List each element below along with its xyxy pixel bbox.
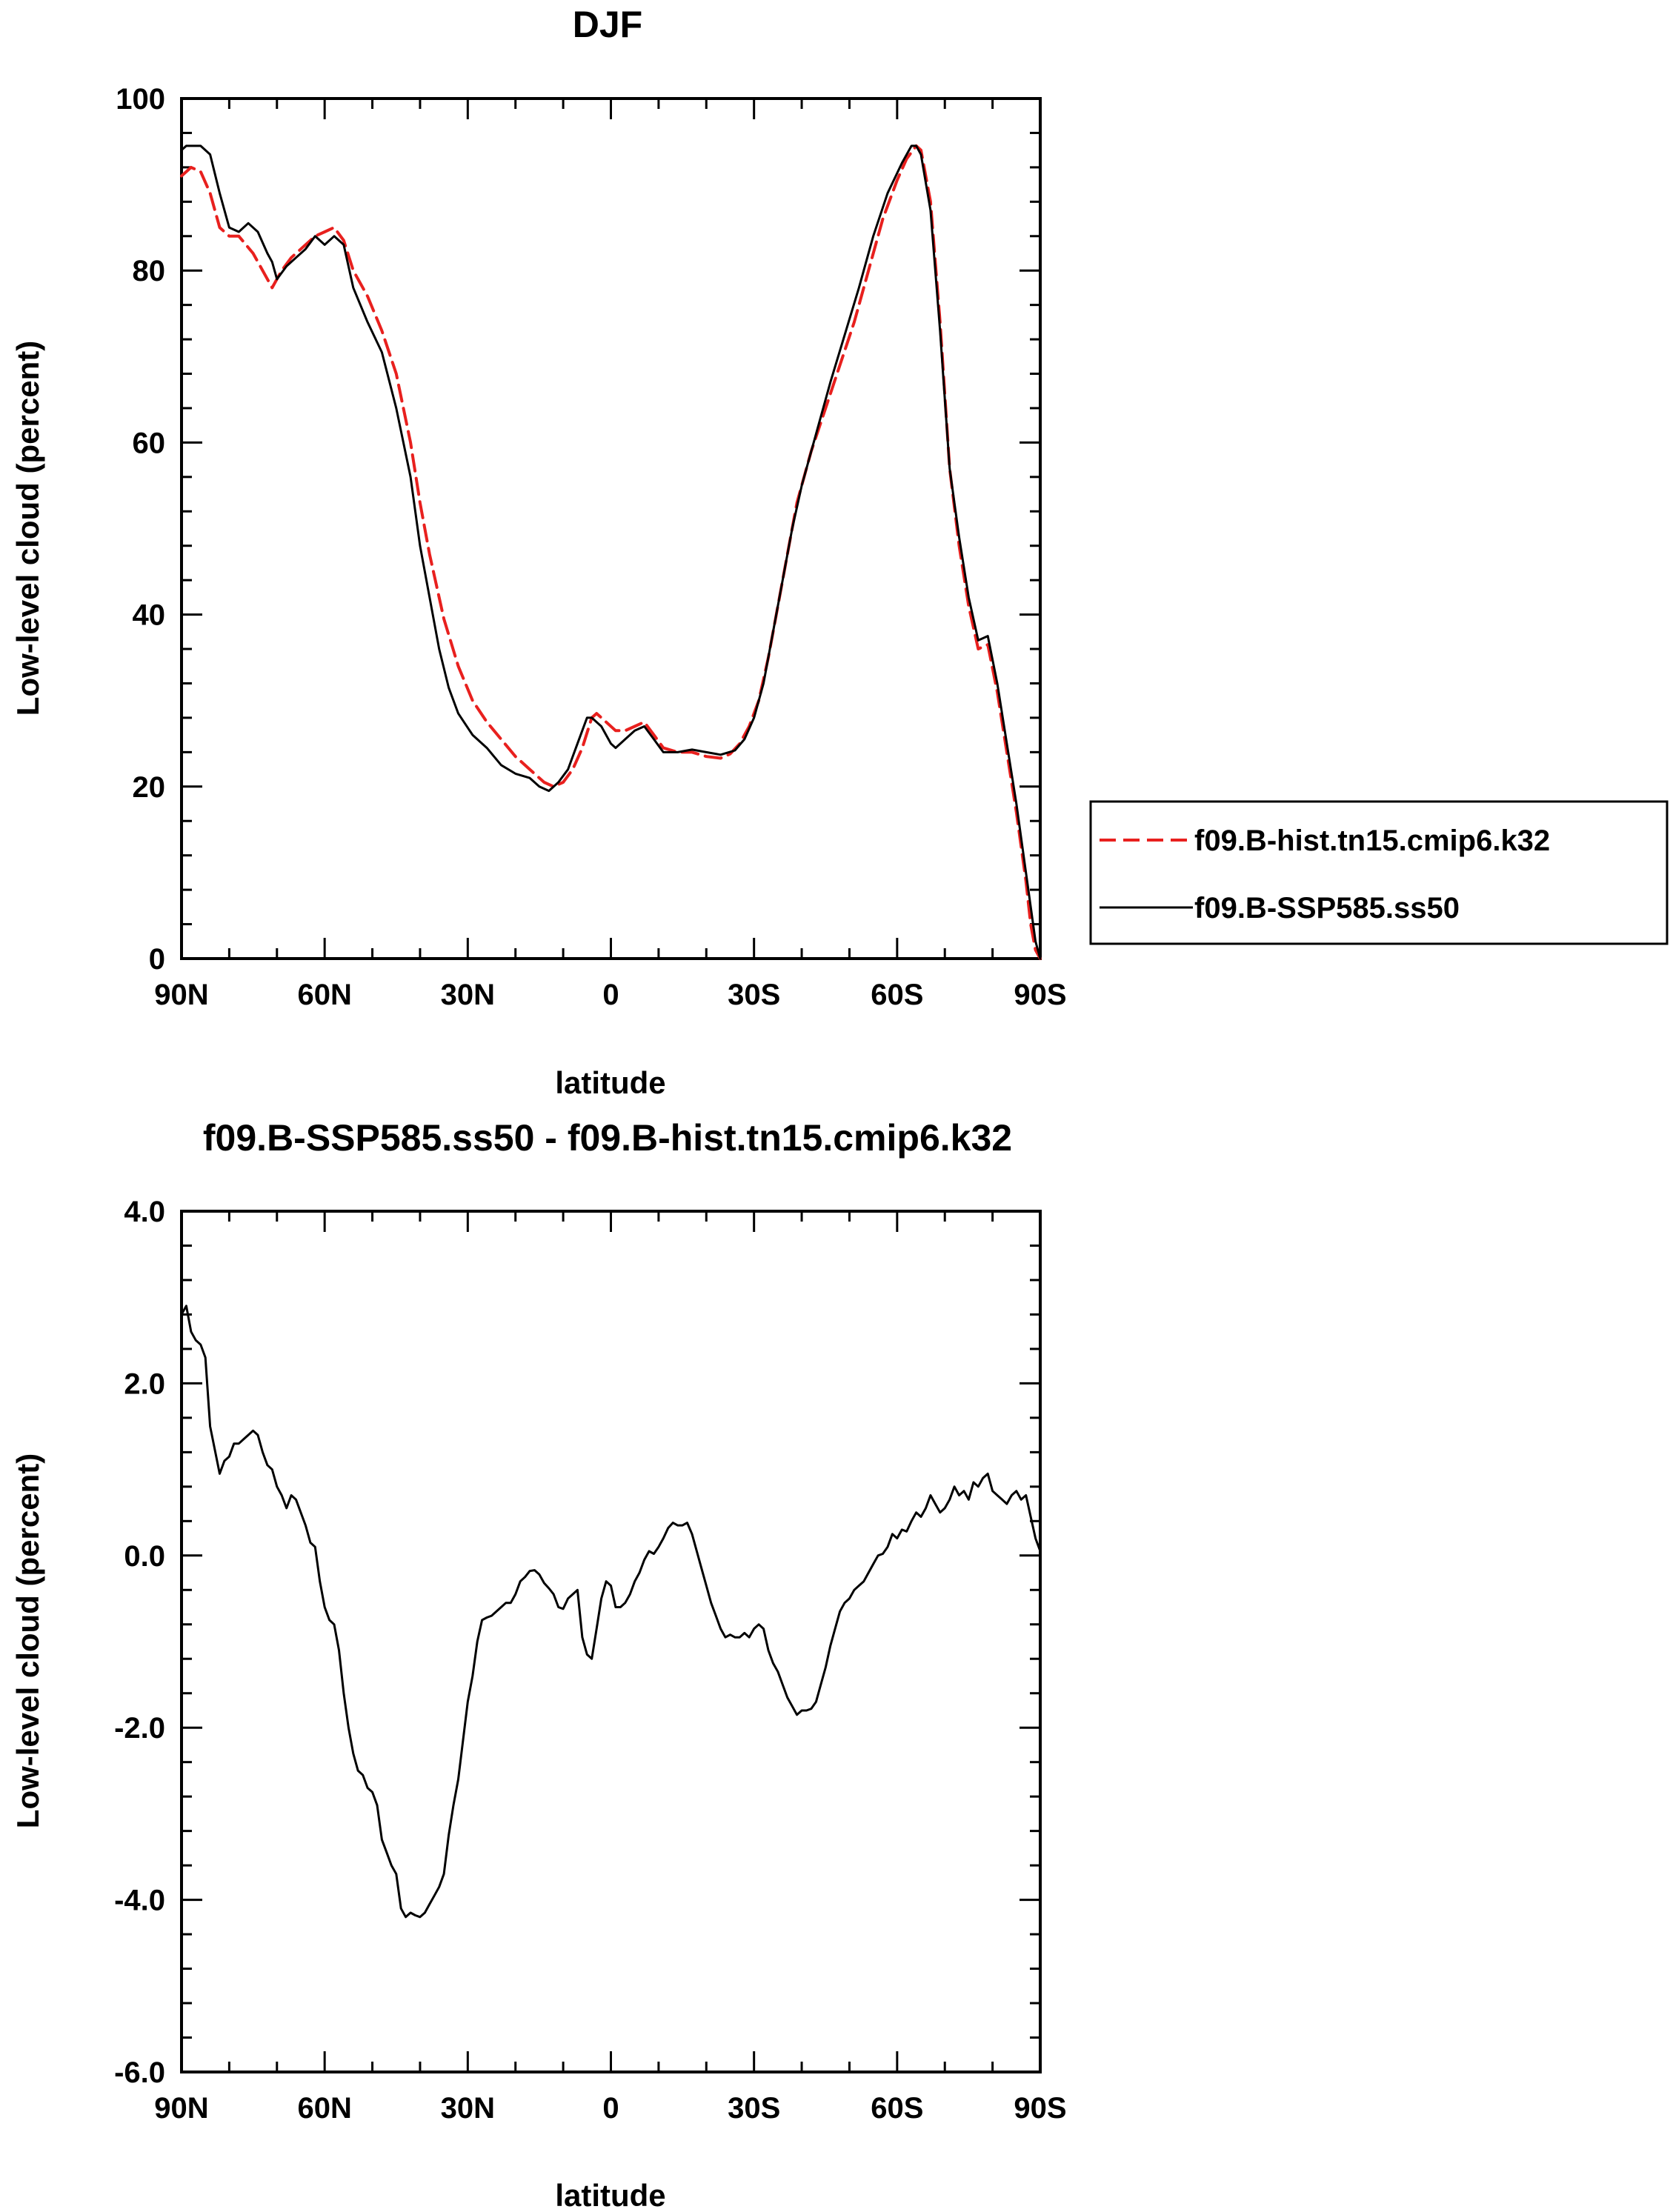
mean-y-tick-label: 60 bbox=[133, 427, 166, 459]
difference-x-axis-label: latitude bbox=[555, 2178, 665, 2212]
difference-y-tick-label: -2.0 bbox=[114, 1712, 165, 1745]
difference-panel-title: f09.B-SSP585.ss50 - f09.B-hist.tn15.cmip… bbox=[203, 1117, 1012, 1159]
difference-y-tick-label: -4.0 bbox=[114, 1885, 165, 1917]
legend-label-hist: f09.B-hist.tn15.cmip6.k32 bbox=[1194, 824, 1550, 857]
mean-y-tick-label: 0 bbox=[149, 943, 165, 976]
difference-x-ticks: 90N 60N 30N 0 30S 60S 90S bbox=[154, 1211, 1067, 2125]
difference-x-tick-label: 60N bbox=[297, 2092, 351, 2125]
mean-x-ticks: 90N 60N 30N 0 30S 60S 90S bbox=[154, 99, 1067, 1011]
difference-y-ticks: -6.0 -4.0 -2.0 0.0 2.0 4.0 bbox=[114, 1196, 1040, 2089]
mean-y-axis-label: Low-level cloud (percent) bbox=[10, 341, 45, 716]
mean-y-ticks: 0 20 40 60 80 100 bbox=[116, 83, 1040, 976]
difference-y-axis-label: Low-level cloud (percent) bbox=[10, 1453, 45, 1828]
mean-y-tick-label: 80 bbox=[133, 255, 166, 287]
difference-x-tick-label: 0 bbox=[602, 2092, 619, 2125]
mean-x-tick-label: 90N bbox=[154, 979, 208, 1011]
mean-x-tick-label: 30S bbox=[728, 979, 780, 1011]
mean-series bbox=[180, 144, 1042, 960]
difference-y-tick-label: -6.0 bbox=[114, 2056, 165, 2089]
difference-y-tick-label: 4.0 bbox=[124, 1196, 165, 1228]
mean-x-tick-label: 60S bbox=[871, 979, 923, 1011]
mean-series-line-0 bbox=[180, 144, 1042, 960]
mean-x-tick-label: 90S bbox=[1014, 979, 1066, 1011]
difference-x-tick-label: 30S bbox=[728, 2092, 780, 2125]
difference-x-tick-label: 90N bbox=[154, 2092, 208, 2125]
mean-x-tick-label: 0 bbox=[602, 979, 619, 1011]
legend: f09.B-hist.tn15.cmip6.k32 f09.B-SSP585.s… bbox=[1089, 800, 1669, 945]
difference-x-tick-label: 30N bbox=[441, 2092, 495, 2125]
mean-y-tick-label: 20 bbox=[133, 771, 166, 804]
mean-panel-title: DJF bbox=[573, 4, 642, 45]
legend-box bbox=[1089, 800, 1669, 945]
mean-y-tick-label: 40 bbox=[133, 599, 166, 632]
mean-y-tick-label: 100 bbox=[116, 83, 165, 116]
difference-panel: f09.B-SSP585.ss50 - f09.B-hist.tn15.cmip… bbox=[10, 1117, 1067, 2212]
difference-x-tick-label: 90S bbox=[1014, 2092, 1066, 2125]
difference-series-line-0 bbox=[180, 1305, 1042, 1919]
mean-series-line-1 bbox=[180, 144, 1042, 960]
difference-series bbox=[180, 1305, 1042, 1919]
mean-x-axis-label: latitude bbox=[555, 1065, 665, 1100]
difference-y-tick-label: 2.0 bbox=[124, 1367, 165, 1400]
mean-x-tick-label: 60N bbox=[297, 979, 351, 1011]
legend-label-ssp585: f09.B-SSP585.ss50 bbox=[1194, 892, 1460, 925]
difference-x-tick-label: 60S bbox=[871, 2092, 923, 2125]
mean-panel: DJF 0 20 40 60 80 100 90N 60N 30N 0 30S 60S 90S lat… bbox=[10, 4, 1669, 1100]
mean-x-tick-label: 30N bbox=[441, 979, 495, 1011]
difference-y-tick-label: 0.0 bbox=[124, 1540, 165, 1573]
